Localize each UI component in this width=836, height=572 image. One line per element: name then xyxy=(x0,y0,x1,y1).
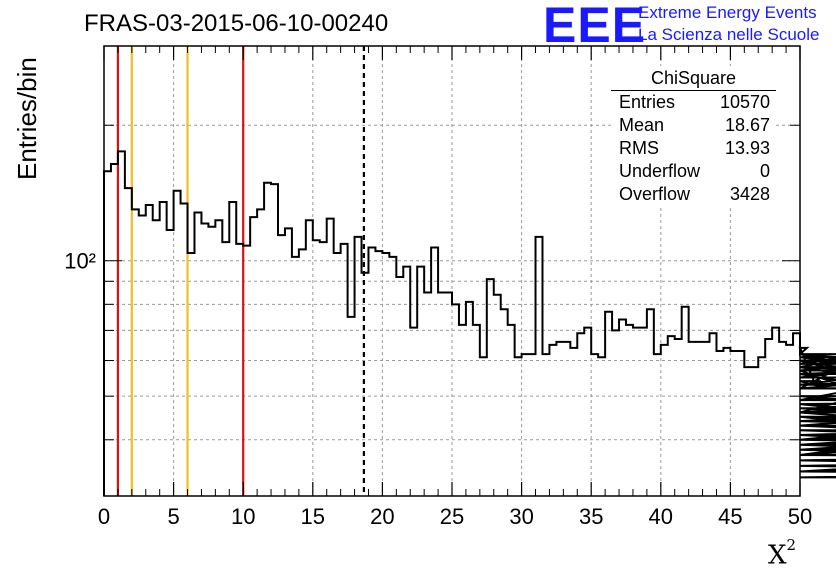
stats-value: 13.93 xyxy=(724,138,770,158)
plot-title: FRAS-03-2015-06-10-00240 xyxy=(84,10,389,37)
stats-value: 0 xyxy=(759,161,770,181)
grid-lines xyxy=(104,46,800,496)
stats-box: ChiSquare Entries 10570 Mean 18.67 RMS 13.9… xyxy=(611,66,776,206)
eee-logo: EEE xyxy=(543,0,647,53)
histogram-series xyxy=(103,150,836,496)
stats-label: Underflow xyxy=(619,161,701,181)
logo-line-1: Extreme Energy Events xyxy=(638,3,817,22)
y-axis-label: Entries/bin xyxy=(12,57,42,180)
stats-row: Overflow 3428 xyxy=(611,183,776,206)
stats-label: Mean xyxy=(619,115,665,135)
stats-row: RMS 13.93 xyxy=(611,137,776,160)
stats-label: Overflow xyxy=(619,184,691,204)
x-tick-label: 25 xyxy=(440,504,464,529)
x-tick-label: 20 xyxy=(370,504,394,529)
stats-label: Entries xyxy=(619,92,676,112)
x-tick-label: 30 xyxy=(509,504,533,529)
x-tick-label: 10 xyxy=(231,504,255,529)
reference-lines xyxy=(116,46,365,496)
stats-value: 10570 xyxy=(719,92,770,112)
stats-row: Mean 18.67 xyxy=(611,114,776,137)
y-tick-label: 10² xyxy=(64,249,96,274)
x-tick-label: 15 xyxy=(301,504,325,529)
stats-label: RMS xyxy=(619,138,659,158)
x-tick-label: 50 xyxy=(788,504,812,529)
stats-title: ChiSquare xyxy=(611,66,776,91)
x-axis-label: X2 xyxy=(768,536,797,571)
stats-value: 3428 xyxy=(729,184,770,204)
x-tick-label: 0 xyxy=(98,504,110,529)
logo-line-2: La Scienza nelle Scuole xyxy=(638,25,820,44)
x-tick-label: 35 xyxy=(579,504,603,529)
x-tick-label: 40 xyxy=(649,504,673,529)
stats-row: Underflow 0 xyxy=(611,160,776,183)
x-tick-labels: 0 5 10 15 20 25 30 35 40 45 50 xyxy=(98,504,812,529)
axis-ticks xyxy=(103,46,801,496)
stats-value: 18.67 xyxy=(724,115,770,135)
x-tick-label: 5 xyxy=(167,504,179,529)
x-tick-label: 45 xyxy=(718,504,742,529)
stats-row: Entries 10570 xyxy=(611,91,776,114)
